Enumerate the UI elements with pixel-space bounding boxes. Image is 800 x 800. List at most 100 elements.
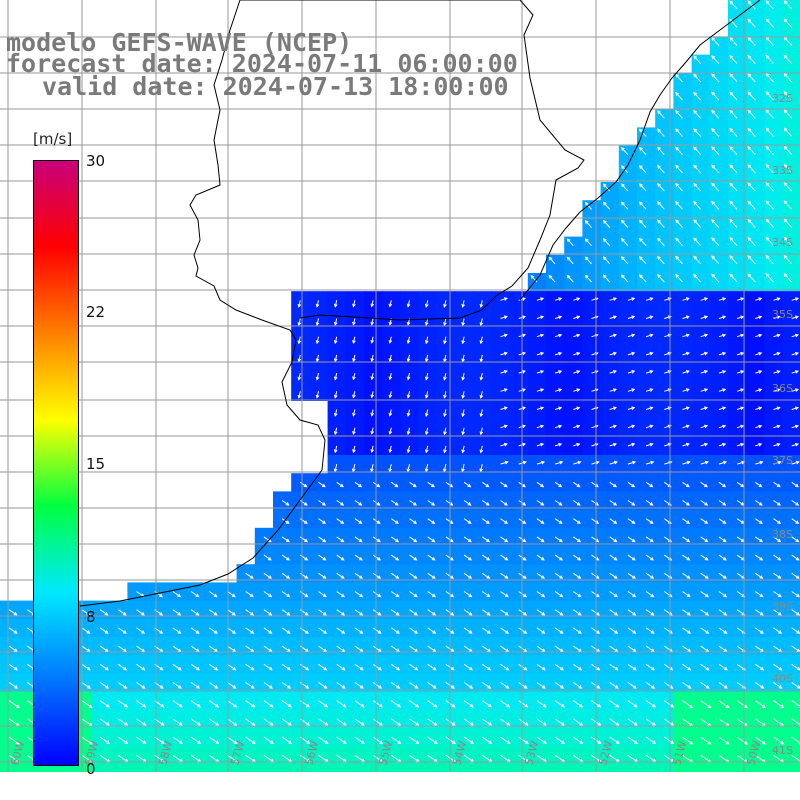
wind-arrowhead (747, 0, 752, 5)
wind-arrowhead (621, 237, 625, 242)
wind-arrowhead (638, 128, 643, 133)
wind-arrow (755, 536, 763, 543)
wind-arrow (627, 627, 636, 634)
wind-arrowhead (487, 685, 492, 689)
wind-arrow (627, 334, 635, 338)
wind-arrowhead (634, 740, 638, 744)
wind-arrow (591, 554, 599, 561)
wind-arrowhead (729, 36, 734, 41)
wind-arrow (773, 536, 781, 543)
wind-arrow (675, 256, 683, 265)
wind-arrow (675, 165, 683, 174)
wind-arrow (585, 238, 592, 247)
wind-arrow (567, 238, 574, 247)
wind-arrowhead (638, 183, 643, 188)
wind-arrowhead (667, 297, 672, 301)
wind-arrowhead (711, 128, 716, 132)
wind-arrow (729, 273, 738, 283)
wind-arrow (316, 318, 319, 326)
wind-arrowhead (638, 256, 643, 260)
wind-arrowhead (704, 520, 709, 524)
wind-arrow (336, 500, 344, 506)
wind-arrow (784, 255, 793, 265)
wind-arrow (480, 318, 483, 326)
wind-arrow (755, 481, 762, 488)
wind-arrow (765, 146, 774, 156)
wind-arrowhead (740, 351, 745, 356)
wind-arrow (425, 300, 429, 307)
wind-cell (418, 764, 438, 772)
wind-arrowhead (747, 18, 752, 23)
wind-arrow (657, 256, 665, 265)
wind-arrow (482, 627, 491, 634)
wind-arrowhead (432, 630, 437, 634)
wind-arrow (136, 754, 147, 763)
wind-arrowhead (576, 315, 581, 320)
wind-arrow (765, 255, 774, 265)
wind-arrow (427, 536, 435, 543)
wind-arrow (536, 536, 545, 543)
wind-arrowhead (395, 611, 400, 616)
wind-arrow (352, 391, 356, 398)
wind-arrowhead (621, 201, 625, 206)
wind-arrow (700, 518, 708, 524)
wind-arrow (372, 609, 381, 616)
wind-arrow (573, 481, 580, 488)
wind-arrow (682, 536, 690, 543)
wind-arrowhead (388, 303, 393, 308)
wind-arrow (773, 370, 780, 374)
wind-arrow (518, 736, 529, 744)
wind-arrowhead (693, 146, 697, 151)
wind-arrow (298, 372, 301, 380)
wind-arrowhead (794, 424, 800, 429)
wind-arrowhead (765, 182, 770, 187)
wind-arrow (482, 754, 492, 763)
wind-arrow (298, 318, 301, 326)
wind-arrowhead (559, 593, 564, 598)
wind-arrowhead (468, 557, 473, 561)
wind-arrowhead (413, 593, 418, 598)
wind-arrow (316, 372, 319, 380)
wind-arrowhead (685, 424, 690, 429)
wind-arrowhead (667, 442, 672, 447)
wind-arrowhead (521, 406, 526, 411)
wind-arrowhead (685, 370, 690, 374)
wind-arrowhead (631, 315, 636, 320)
wind-arrow (536, 700, 547, 708)
wind-arrow (639, 238, 647, 247)
wind-arrowhead (614, 666, 619, 671)
wind-arrow (682, 682, 691, 689)
wind-arrowhead (651, 666, 655, 671)
wind-arrow (554, 627, 564, 634)
wind-arrowhead (693, 73, 697, 78)
wind-arrow (603, 183, 611, 192)
wind-arrow (372, 554, 381, 561)
wind-arrowhead (286, 630, 291, 634)
wind-arrowhead (670, 722, 675, 726)
wind-arrow (227, 682, 236, 689)
wind-arrowhead (632, 460, 637, 465)
wind-arrowhead (388, 358, 393, 363)
wind-arrow (627, 718, 638, 726)
wind-arrowhead (765, 164, 770, 168)
wind-arrow (263, 700, 274, 708)
wind-arrow (627, 645, 637, 652)
wind-arrow (536, 407, 544, 410)
wind-arrow (736, 316, 744, 319)
wind-arrowhead (461, 303, 465, 308)
wind-arrowhead (370, 358, 375, 363)
wind-arrowhead (765, 18, 770, 23)
wind-arrow (334, 463, 338, 472)
wind-arrow (99, 754, 110, 763)
wind-arrow (609, 591, 618, 598)
wind-arrowhead (452, 740, 456, 744)
wind-arrow (718, 334, 726, 338)
wind-arrowhead (704, 351, 709, 356)
wind-arrowhead (388, 468, 392, 473)
wind-arrowhead (297, 340, 302, 345)
wind-arrow (190, 663, 200, 671)
wind-arrow (427, 609, 436, 616)
wind-arrow (425, 336, 429, 344)
wind-arrow (700, 536, 708, 543)
wind-arrow (281, 554, 290, 561)
